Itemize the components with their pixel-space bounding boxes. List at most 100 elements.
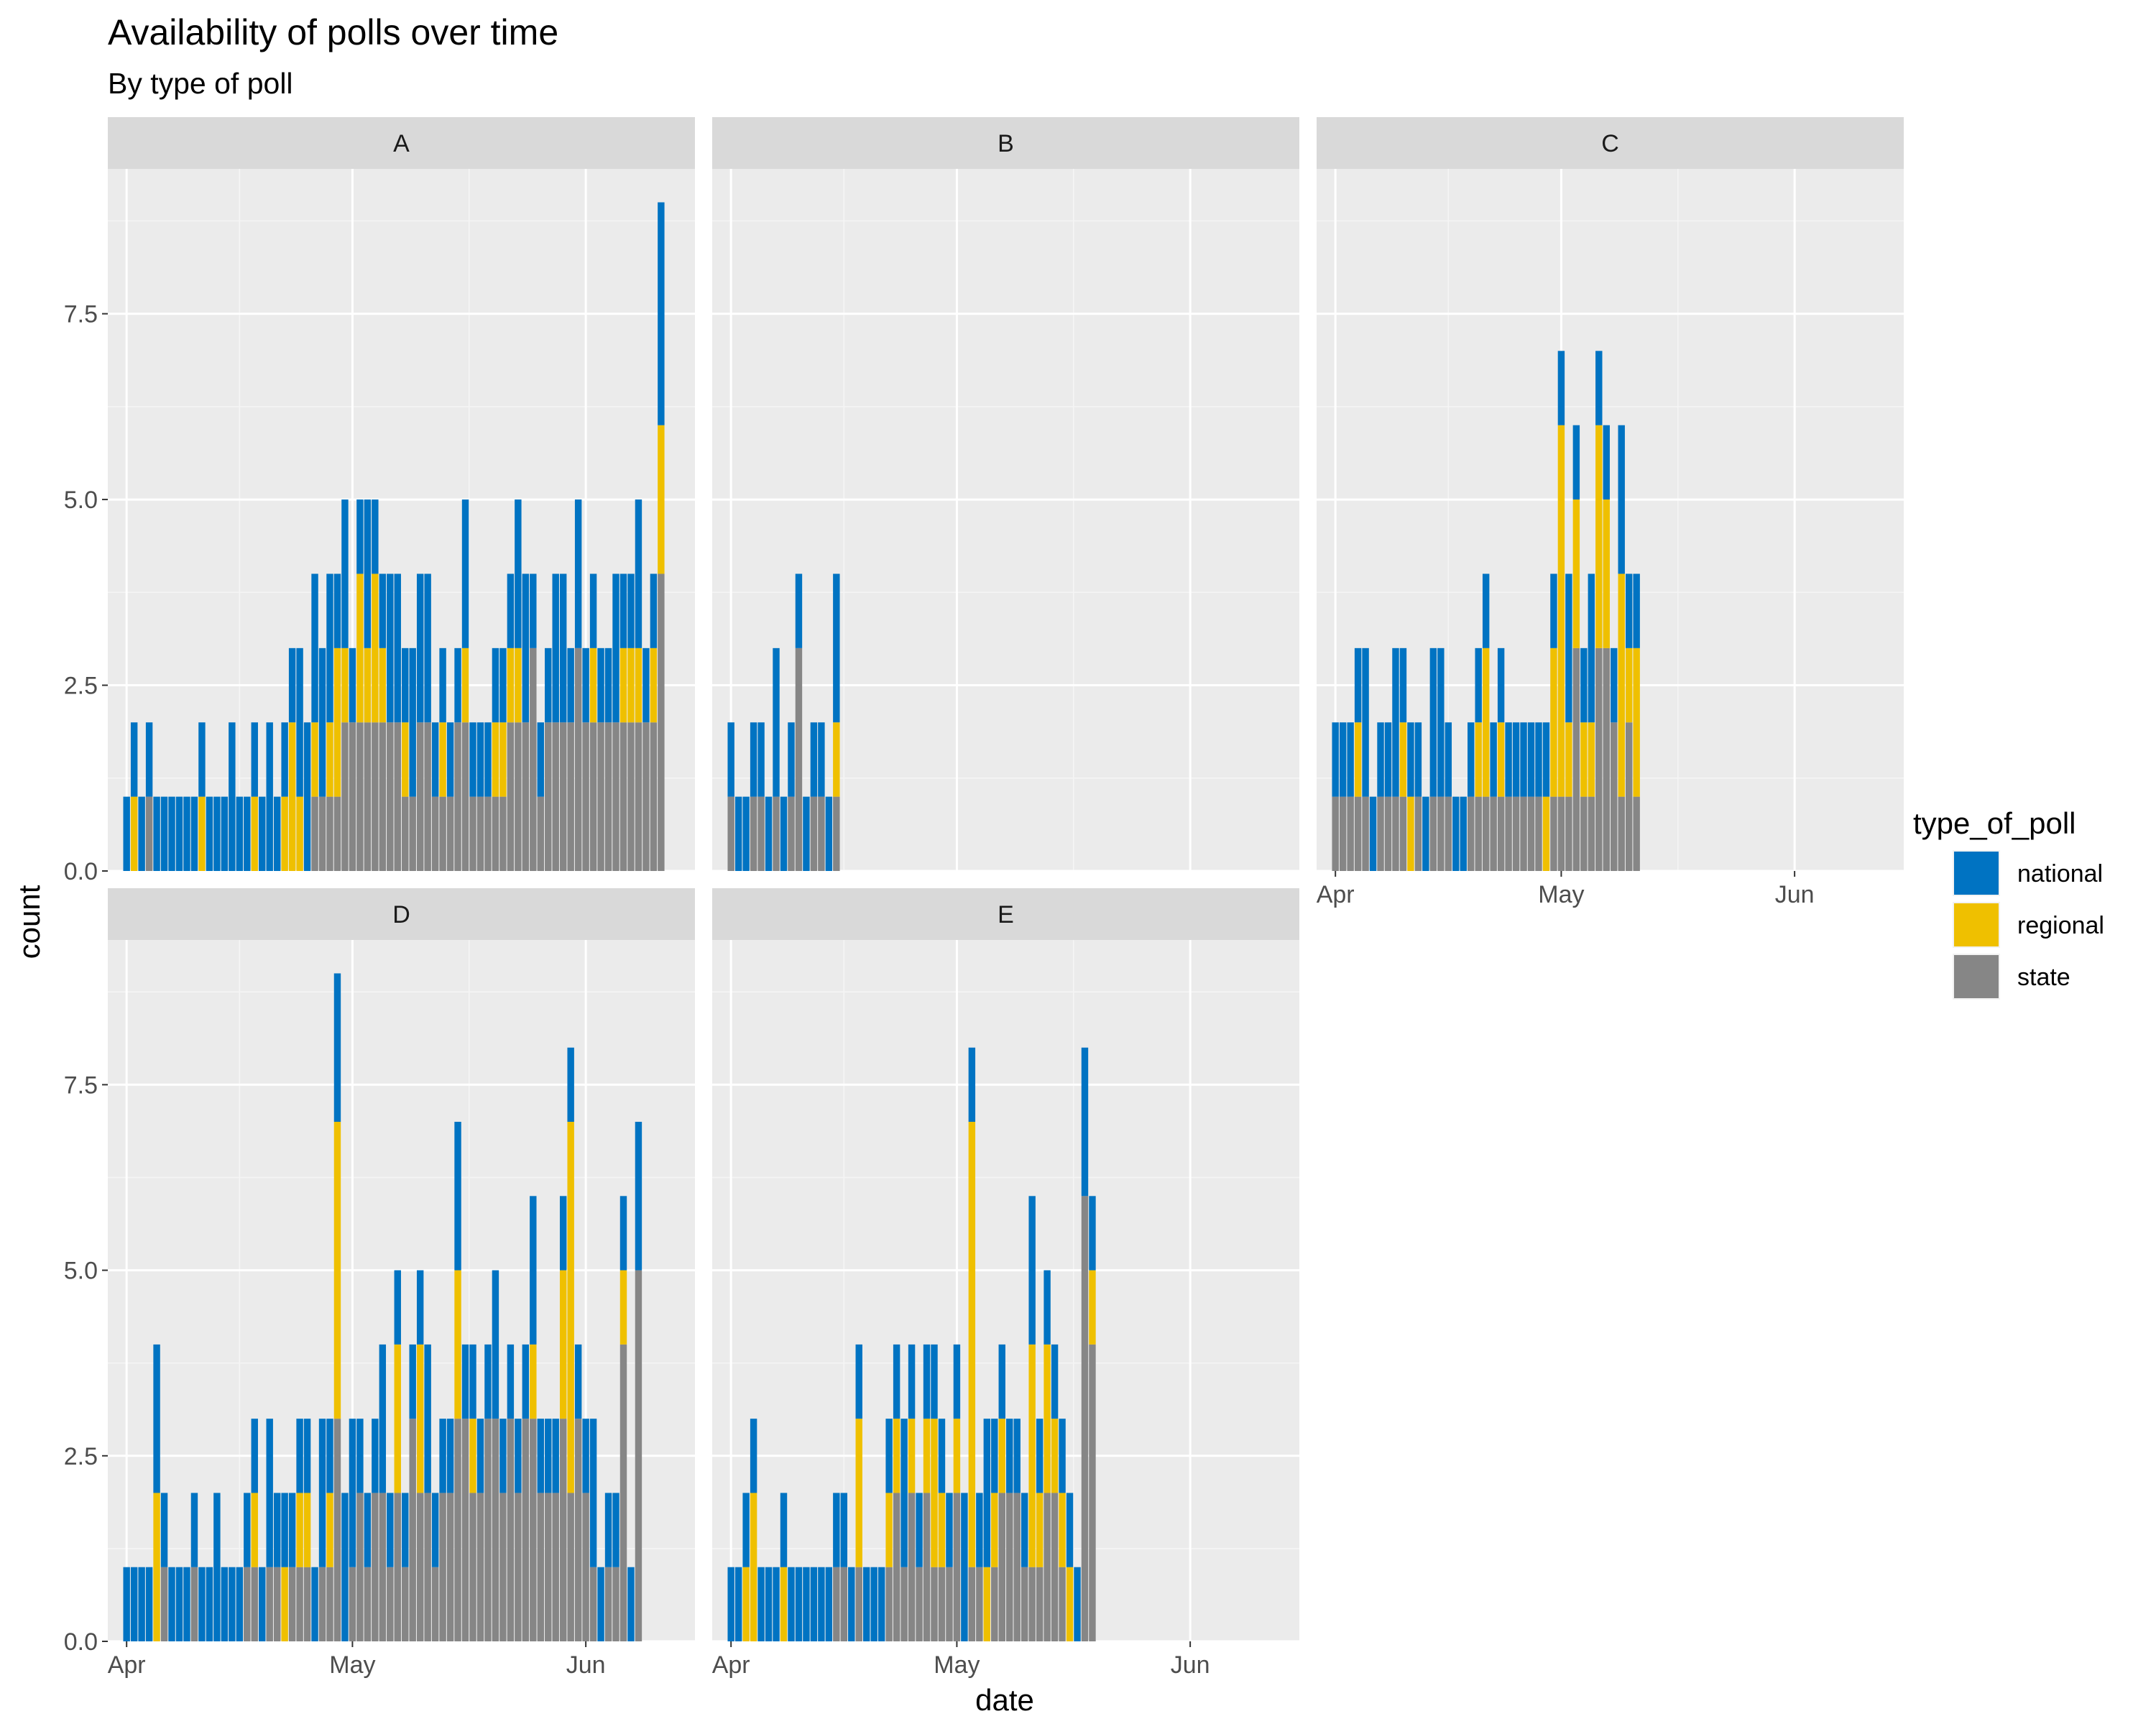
bar-national xyxy=(825,1567,833,1641)
bar-regional xyxy=(326,722,333,797)
bar-national xyxy=(130,1567,138,1641)
bar-national xyxy=(589,1419,597,1567)
bar-national xyxy=(589,573,597,648)
bar-state xyxy=(567,722,574,871)
bar-state xyxy=(938,1567,946,1641)
bar-national xyxy=(1611,647,1618,723)
bar-national xyxy=(765,796,773,871)
bar-national xyxy=(552,1419,559,1493)
bar-state xyxy=(923,1493,931,1641)
bar-national xyxy=(1445,722,1452,797)
bar-national xyxy=(311,1567,318,1641)
bar-state xyxy=(1044,1493,1051,1641)
bar-national xyxy=(983,1419,991,1567)
bar-national xyxy=(251,1419,258,1493)
bar-national xyxy=(604,1493,612,1567)
bar-regional xyxy=(130,796,138,871)
bar-national xyxy=(379,1344,387,1493)
bar-national xyxy=(454,647,461,723)
bar-national xyxy=(507,1344,515,1419)
bar-state xyxy=(1429,796,1437,871)
bar-national xyxy=(364,499,372,648)
bar-national xyxy=(138,796,145,871)
bar-national xyxy=(530,1196,537,1345)
bar-national xyxy=(379,573,387,648)
bar-state xyxy=(788,796,795,871)
bar-regional xyxy=(559,1270,567,1419)
bar-regional xyxy=(454,1270,461,1419)
bar-state xyxy=(1013,1493,1021,1641)
bar-regional xyxy=(1603,499,1610,648)
bar-regional xyxy=(1497,722,1505,797)
bar-state xyxy=(627,722,635,871)
bar-national xyxy=(190,1493,198,1567)
bar-state xyxy=(431,1567,439,1641)
bar-state xyxy=(318,1567,326,1641)
bar-national xyxy=(183,1567,190,1641)
bar-state xyxy=(409,796,416,871)
bar-state xyxy=(349,722,356,871)
facet-panels: A 0.0 2.5 5.0 7.5 B C Apr May Jun D 0.0 2.5 5.0 7.5 Apr… xyxy=(64,117,1904,1679)
bar-national xyxy=(416,1270,424,1345)
bar-national xyxy=(810,1567,818,1641)
bar-national xyxy=(394,1270,401,1345)
bar-regional xyxy=(333,647,341,797)
bar-regional xyxy=(855,1419,862,1567)
bar-national xyxy=(1013,1419,1021,1493)
bar-national xyxy=(303,1419,311,1493)
bar-national xyxy=(387,573,394,723)
bar-state xyxy=(326,1567,333,1641)
bar-national xyxy=(537,722,544,797)
facet-strip xyxy=(712,888,1299,940)
bar-state xyxy=(976,1567,983,1641)
bar-national xyxy=(476,1419,484,1493)
facet-strip xyxy=(1317,117,1904,169)
bar-regional xyxy=(341,647,349,723)
bar-national xyxy=(1497,647,1505,723)
bar-state xyxy=(1618,796,1625,871)
bar-national xyxy=(341,1493,349,1641)
bar-regional xyxy=(938,1493,946,1567)
bar-national xyxy=(416,573,424,723)
bar-national xyxy=(333,573,341,648)
bar-regional xyxy=(1557,425,1565,797)
bar-state xyxy=(454,1419,461,1641)
bar-national xyxy=(1580,647,1588,723)
bar-regional xyxy=(281,1567,288,1641)
bar-national xyxy=(574,1344,582,1419)
bar-national xyxy=(198,722,206,797)
bar-state xyxy=(833,796,840,871)
bar-state xyxy=(160,1567,168,1641)
bar-national xyxy=(145,722,153,797)
bar-national xyxy=(446,722,454,797)
bar-state xyxy=(341,722,349,871)
bar-regional xyxy=(1059,1493,1066,1567)
bar-national xyxy=(788,1567,795,1641)
bar-state xyxy=(476,796,484,871)
bar-national xyxy=(788,722,795,797)
bar-state xyxy=(1535,796,1542,871)
bar-regional xyxy=(1066,1567,1074,1641)
bar-state xyxy=(559,722,567,871)
y-tick-label: 0.0 xyxy=(64,858,98,885)
bar-state xyxy=(727,796,734,871)
bar-national xyxy=(515,499,522,648)
bar-state xyxy=(424,1493,431,1641)
bar-state xyxy=(1468,796,1475,871)
bar-national xyxy=(476,722,484,797)
bar-state xyxy=(1377,796,1384,871)
bar-national xyxy=(908,1344,916,1419)
bar-regional xyxy=(1051,1419,1059,1493)
bar-state xyxy=(1339,796,1347,871)
bar-regional xyxy=(1407,796,1414,871)
bar-regional xyxy=(750,1493,757,1641)
bar-national xyxy=(893,1344,900,1419)
bar-state xyxy=(773,796,780,871)
bar-national xyxy=(1437,647,1445,797)
bar-state xyxy=(991,1567,998,1641)
bar-state xyxy=(537,796,544,871)
bar-regional xyxy=(326,1493,333,1567)
bar-national xyxy=(160,1493,168,1567)
bar-state xyxy=(908,1493,916,1641)
bar-state xyxy=(522,1419,530,1641)
